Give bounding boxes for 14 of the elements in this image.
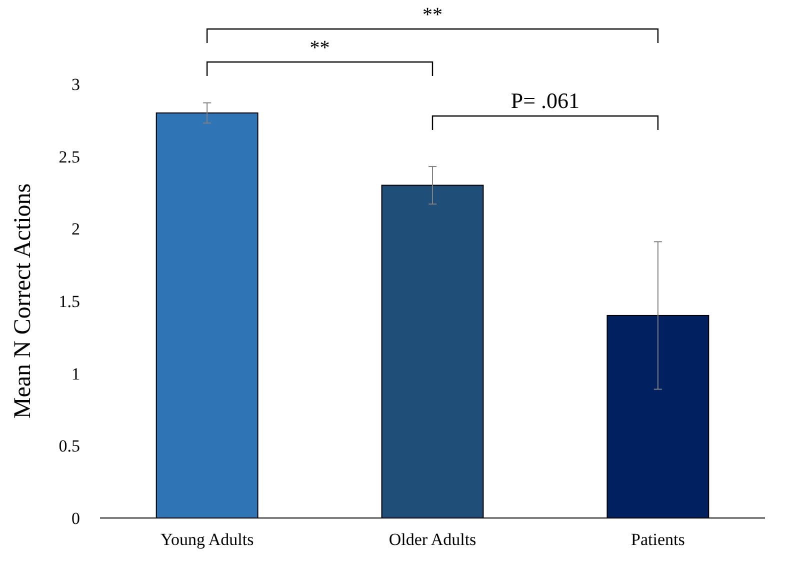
y-tick-label: 3 — [72, 74, 80, 94]
text: ** — [422, 4, 442, 26]
annotation: P= .061 — [510, 88, 580, 113]
x-tick-label: Older Adults — [388, 530, 476, 549]
x-tick-label: Patients — [631, 530, 685, 549]
y-tick-label: 0 — [72, 508, 80, 528]
y-tick-label: 2 — [72, 220, 80, 239]
y-tick-label: 0.5 — [58, 436, 80, 456]
y-axis-title: Mean N Correct Actions — [10, 183, 36, 419]
text: ** — [310, 37, 330, 59]
y-tick-label: 1.5 — [58, 292, 80, 311]
y-tick-label: 2.5 — [58, 147, 80, 166]
y-tick-label: 1 — [72, 364, 80, 384]
x-tick-label: Young Adults — [160, 530, 254, 549]
